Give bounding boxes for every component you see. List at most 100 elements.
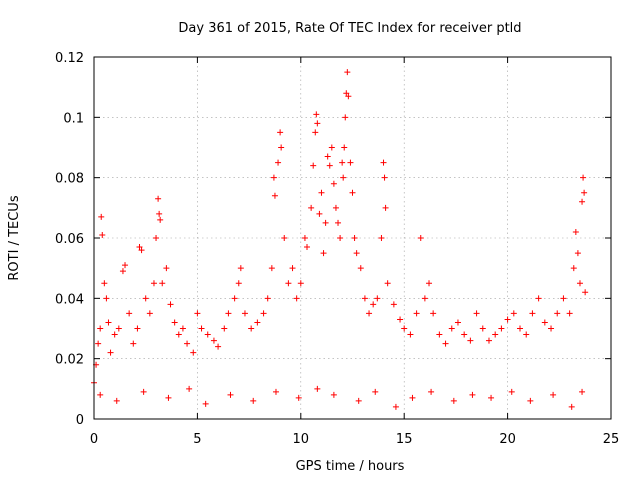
data-point	[184, 340, 191, 347]
data-point	[271, 192, 278, 199]
data-point	[409, 394, 416, 401]
data-point	[428, 388, 435, 395]
data-point	[579, 388, 586, 395]
data-point	[95, 340, 102, 347]
data-point	[119, 268, 126, 275]
data-point	[99, 231, 106, 238]
data-point	[313, 111, 320, 118]
data-point	[448, 325, 455, 332]
data-point	[581, 189, 588, 196]
data-point	[322, 219, 329, 226]
data-point	[165, 394, 172, 401]
data-point	[264, 295, 271, 302]
data-point	[316, 210, 323, 217]
data-point	[310, 162, 317, 169]
data-point	[347, 159, 354, 166]
data-point	[344, 69, 351, 76]
data-point	[485, 337, 492, 344]
data-point	[397, 316, 404, 323]
data-point	[541, 319, 548, 326]
data-point	[579, 198, 586, 205]
y-axis-label: ROTI / TECUs	[7, 195, 22, 280]
data-point	[407, 331, 414, 338]
data-point	[401, 325, 408, 332]
data-point	[332, 204, 339, 211]
data-point	[301, 235, 308, 241]
x-tick-label: 0	[90, 432, 98, 447]
data-point	[374, 295, 381, 302]
data-point	[202, 400, 209, 407]
data-point	[473, 310, 480, 317]
x-tick-label: 25	[603, 432, 620, 447]
data-point	[163, 265, 170, 272]
data-point	[254, 319, 261, 326]
data-point	[250, 397, 257, 404]
data-point	[140, 388, 147, 395]
data-point	[221, 325, 228, 332]
data-point	[324, 153, 331, 160]
data-point	[326, 162, 333, 169]
data-point	[413, 310, 420, 317]
data-point	[421, 295, 428, 302]
data-point	[101, 280, 108, 287]
data-point	[417, 235, 424, 241]
data-point	[370, 301, 377, 308]
data-point	[498, 325, 505, 332]
data-point	[179, 325, 186, 332]
data-point	[330, 391, 337, 398]
data-point	[450, 397, 457, 404]
data-point	[535, 295, 542, 302]
data-point	[430, 310, 437, 317]
data-point	[186, 385, 193, 392]
data-point	[98, 213, 105, 220]
data-point	[568, 403, 575, 410]
data-point	[295, 394, 302, 401]
data-point	[138, 247, 145, 254]
data-point	[550, 391, 557, 398]
data-point	[580, 174, 587, 181]
data-point	[454, 319, 461, 326]
axis-ticks: 0 5 10 15 20 25 0 0.02 0.04 0.06 0.08 0.1 0.12	[55, 51, 619, 447]
data-point	[382, 204, 389, 211]
data-point	[167, 301, 174, 308]
data-point	[136, 244, 143, 251]
data-point	[328, 144, 335, 151]
data-point	[488, 394, 495, 401]
x-tick-label: 10	[293, 432, 310, 447]
data-point	[111, 331, 118, 338]
data-point	[237, 265, 244, 272]
data-point	[272, 388, 279, 395]
data-point	[146, 310, 153, 317]
data-point	[153, 235, 160, 241]
data-point	[126, 310, 133, 317]
data-point	[372, 388, 379, 395]
data-point	[156, 210, 163, 217]
data-point	[155, 195, 162, 202]
data-point	[337, 235, 344, 241]
data-point	[204, 331, 211, 338]
data-point	[215, 343, 222, 350]
data-point	[510, 310, 517, 317]
data-point	[390, 301, 397, 308]
data-point	[380, 159, 387, 166]
data-point	[351, 235, 358, 241]
data-point	[572, 228, 579, 235]
data-point	[190, 349, 197, 356]
data-point	[517, 325, 524, 332]
data-point	[194, 310, 201, 317]
data-point	[366, 310, 373, 317]
data-point	[231, 295, 238, 302]
data-point	[570, 265, 577, 272]
data-point	[335, 219, 342, 226]
data-point	[492, 331, 499, 338]
data-point	[357, 265, 364, 272]
data-point	[343, 90, 350, 97]
y-tick-label: 0	[76, 413, 84, 428]
chart-title: Day 361 of 2015, Rate Of TEC Index for r…	[178, 21, 521, 36]
y-tick-label: 0.08	[55, 172, 84, 187]
data-point	[330, 180, 337, 187]
data-point	[175, 331, 182, 338]
data-point	[130, 340, 137, 347]
data-point	[122, 262, 129, 269]
data-point	[442, 340, 449, 347]
